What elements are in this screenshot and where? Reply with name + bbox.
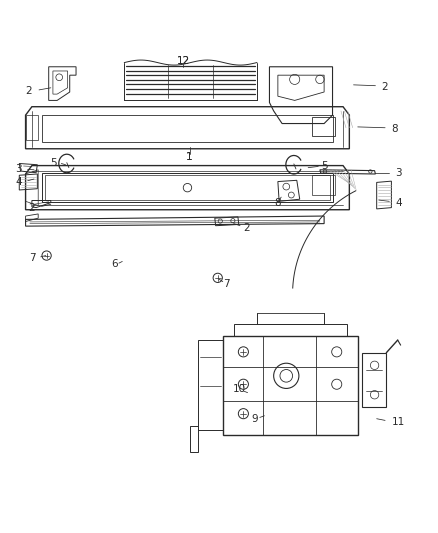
Bar [257, 313, 324, 324]
Bar [362, 353, 386, 407]
Text: 3: 3 [396, 168, 402, 178]
Text: 9: 9 [251, 414, 258, 424]
Text: 7: 7 [29, 253, 36, 263]
Text: 12: 12 [177, 56, 190, 66]
Text: 2: 2 [381, 82, 388, 92]
Bar [311, 175, 335, 195]
Bar [223, 336, 358, 435]
Text: 5: 5 [321, 160, 328, 171]
Text: 2: 2 [243, 223, 250, 233]
Text: 12: 12 [177, 56, 190, 66]
Text: 3: 3 [16, 164, 22, 174]
Bar [42, 173, 332, 202]
Text: 8: 8 [392, 124, 398, 134]
Text: 2: 2 [25, 86, 32, 96]
Bar [311, 117, 335, 136]
Bar [45, 175, 330, 200]
Text: 11: 11 [392, 417, 405, 427]
Text: 10: 10 [233, 384, 246, 394]
Text: 6: 6 [111, 260, 118, 269]
Text: 4: 4 [16, 176, 22, 187]
Text: 4: 4 [396, 198, 402, 207]
Bar [234, 324, 347, 336]
Text: 2: 2 [28, 203, 35, 213]
Text: 1: 1 [186, 152, 193, 162]
Bar [42, 115, 332, 142]
Text: 1: 1 [186, 152, 193, 162]
Text: 5: 5 [50, 158, 57, 168]
Text: 7: 7 [223, 279, 230, 289]
Text: 8: 8 [275, 198, 281, 207]
